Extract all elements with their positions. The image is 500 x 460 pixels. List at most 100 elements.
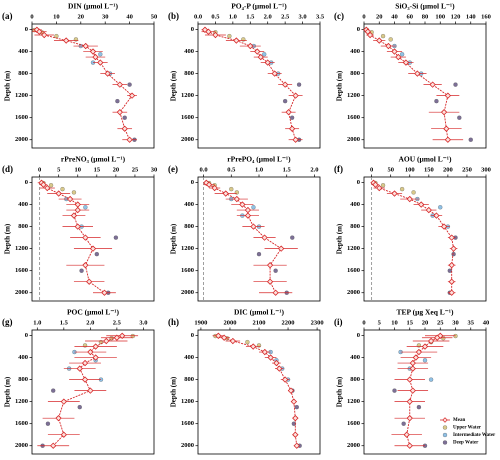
mean-marker (62, 37, 70, 44)
mean-marker (82, 234, 89, 241)
mean-marker (205, 181, 213, 188)
mean-marker (421, 343, 429, 350)
x-tick-label: 30 (452, 319, 459, 326)
mean-marker (113, 334, 121, 341)
mean-marker (281, 81, 289, 88)
y-tick-label: 400 (18, 354, 28, 361)
mean-marker (50, 442, 57, 449)
mean-marker (395, 53, 402, 61)
mean-marker (415, 348, 423, 356)
x-tick-label: 35 (468, 319, 475, 326)
y-tick-label: 1200 (347, 245, 360, 252)
x-tick-label: 2.0 (310, 166, 318, 173)
y-axis-label: Depth (m) (170, 376, 178, 407)
mean-marker (233, 37, 240, 44)
mean-marker (205, 28, 212, 35)
mean-marker (116, 81, 124, 88)
sample-point (256, 252, 262, 257)
x-tick-label: 25 (132, 166, 139, 173)
x-tick-label: 40 (483, 319, 490, 326)
y-tick-label: 0 (25, 332, 28, 339)
y-tick-label: 2000 (181, 136, 194, 143)
y-tick-label: 1600 (15, 114, 28, 121)
mean-marker (391, 190, 398, 197)
x-tick-label: 0.0 (199, 166, 207, 173)
plot-frame (197, 176, 321, 302)
y-tick-label: 0 (25, 26, 28, 33)
mean-marker (66, 195, 74, 203)
y-tick-label: 2000 (347, 442, 360, 449)
sample-point (289, 115, 295, 120)
sample-point (388, 37, 393, 42)
y-tick-label: 1600 (181, 267, 194, 274)
mean-marker (448, 278, 455, 285)
sample-point (401, 421, 406, 426)
sample-point (438, 205, 443, 210)
mean-marker (434, 334, 441, 341)
y-axis-label: Depth (m) (4, 70, 12, 101)
mean-marker (391, 48, 398, 55)
panel: (h) DIC (μmol L⁻¹) Depth (m) 1900 2000 2100 22… (168, 308, 324, 455)
y-tick-label: 1200 (15, 245, 28, 252)
mean-marker (76, 365, 83, 372)
mean-marker (292, 92, 299, 99)
mean-marker (412, 354, 420, 361)
plot-frame (31, 176, 155, 302)
mean-marker (92, 354, 99, 361)
sample-point (115, 99, 120, 104)
x-tick-label: 40 (126, 13, 133, 20)
x-tick-label: 0.0 (194, 13, 202, 20)
x-tick-label: 2100 (253, 319, 266, 326)
sample-point (453, 82, 458, 87)
y-tick-label: 1200 (181, 398, 194, 405)
sample-point (399, 52, 405, 57)
mean-marker (448, 234, 455, 241)
mean-marker (425, 206, 432, 214)
sample-point (380, 183, 386, 188)
plot-frame (363, 176, 487, 302)
mean-marker (437, 332, 444, 339)
y-tick-label: 0 (357, 26, 360, 33)
x-tick-label: 1.0 (33, 319, 41, 326)
legend-marker (442, 440, 448, 445)
x-tick-label: 50 (151, 13, 158, 20)
x-tick-label: 2300 (311, 319, 324, 326)
mean-marker (409, 359, 416, 367)
x-tick-label: 0 (30, 13, 33, 20)
mean-marker (233, 195, 240, 203)
y-tick-label: 400 (350, 48, 360, 55)
sample-point (48, 183, 54, 188)
mean-marker (247, 42, 254, 50)
x-tick-label: 2200 (282, 319, 295, 326)
x-tick-label: 3.5 (316, 13, 325, 20)
y-tick-label: 1200 (347, 92, 360, 99)
y-tick-label: 400 (184, 48, 194, 55)
mean-marker (128, 92, 136, 99)
mean-marker (116, 109, 124, 116)
sample-point (422, 358, 428, 363)
panel-title: DIC (μmol L⁻¹) (234, 308, 285, 317)
sample-point (122, 115, 127, 120)
y-axis-label: Depth (m) (336, 376, 344, 407)
mean-marker (292, 136, 299, 143)
y-tick-label: 2000 (15, 289, 28, 296)
mean-marker (409, 365, 416, 372)
sample-point (282, 99, 288, 104)
mean-marker (203, 179, 210, 186)
panel: (g) POC (μmol L⁻¹) Depth (m) 1.0 1.5 2.0 2.5 3.… (2, 308, 155, 455)
x-tick-label: 20 (422, 319, 429, 326)
panel: (a) DIN (μmol L⁻¹) Depth (m) 0 10 20 30 40 50 0 40… (2, 2, 158, 149)
y-tick-label: 400 (350, 201, 360, 208)
sample-point (416, 405, 422, 410)
y-tick-label: 2000 (15, 442, 28, 449)
panel-title: rPrePO₄ (μmol L⁻¹) (227, 155, 291, 164)
mean-marker (278, 245, 285, 252)
mean-marker (44, 184, 51, 192)
mean-marker (376, 184, 383, 192)
legend-label: Upper Water (453, 426, 482, 431)
legend-marker (442, 432, 448, 438)
y-tick-label: 0 (357, 332, 360, 339)
sample-point (245, 339, 250, 345)
y-tick-label: 1600 (347, 420, 360, 427)
mean-marker (92, 343, 99, 350)
